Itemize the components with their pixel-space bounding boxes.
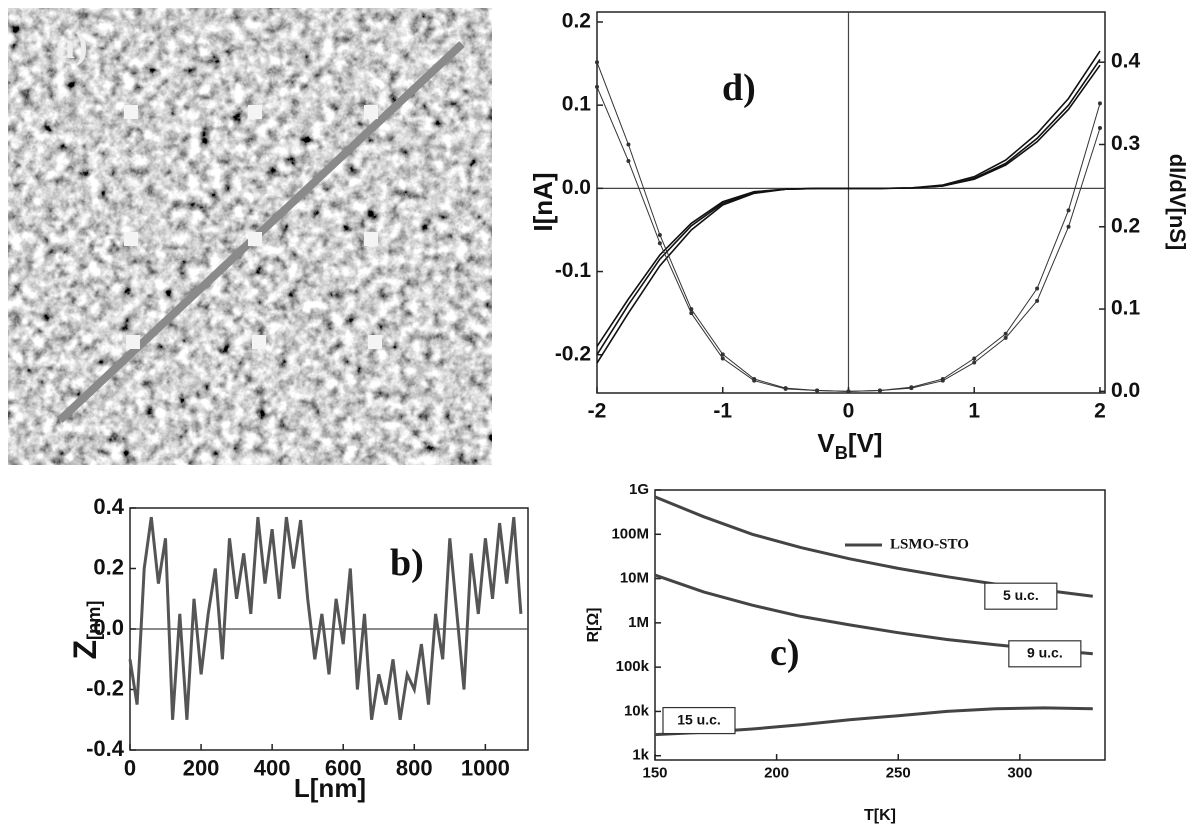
series-label: 9 u.c. — [1027, 645, 1063, 661]
point — [877, 388, 882, 393]
point — [1035, 298, 1040, 303]
x-axis-label-unit: [V] — [848, 428, 883, 458]
y-axis-label: R[Ω] — [585, 607, 602, 642]
point — [940, 377, 945, 382]
y-tick-label: 100M — [611, 525, 649, 542]
point — [626, 142, 631, 147]
x-tick-label: -2 — [588, 399, 607, 422]
point — [846, 389, 851, 394]
series-label-box — [984, 582, 1058, 610]
y-tick-label: 10M — [620, 570, 649, 587]
y2-tick-label: 0.2 — [1111, 214, 1140, 237]
point — [657, 241, 662, 246]
x-axis-label: T[K] — [864, 807, 896, 824]
x-tick-label: 2 — [1094, 399, 1106, 422]
panel-label: b) — [390, 542, 424, 584]
y-axis-label-text: I[nA] — [528, 172, 558, 231]
x-tick-label: 200 — [183, 756, 220, 781]
point — [1097, 126, 1102, 131]
x-axis-label-text: T[K] — [864, 807, 896, 824]
series-label: 15 u.c. — [677, 711, 721, 727]
y2-tick-label: 0.3 — [1111, 132, 1140, 155]
afm-image: a) — [8, 8, 492, 465]
x-tick-label: 0 — [124, 756, 136, 781]
y-tick-label: 0.4 — [93, 494, 124, 519]
y-axis-label: I[nA] — [528, 172, 558, 231]
x-axis-label-text: L[nm] — [294, 773, 366, 803]
y-axis-label-text: R[Ω] — [585, 607, 602, 642]
y-tick-label: 0.2 — [562, 10, 591, 33]
y-tick-label: 0.1 — [562, 93, 592, 116]
y-tick-label: -0.2 — [86, 675, 124, 700]
point — [972, 356, 977, 361]
point — [720, 352, 725, 357]
point — [1003, 331, 1008, 336]
x-tick-label: 200 — [764, 764, 789, 781]
y-tick-label: 1G — [629, 481, 649, 498]
markers — [124, 105, 382, 349]
x-tick-label: -1 — [713, 399, 732, 422]
y-tick-label: 0.0 — [562, 176, 591, 199]
point — [1097, 101, 1102, 106]
panel-label: d) — [722, 67, 756, 109]
series-line — [654, 495, 1093, 598]
y-tick-label: -0.2 — [555, 342, 591, 365]
point — [595, 60, 599, 65]
series-label-box — [1008, 640, 1082, 668]
point — [815, 388, 820, 393]
y-tick-label: 100k — [616, 658, 650, 675]
y-tick-label: 1M — [628, 614, 649, 631]
point — [783, 386, 788, 391]
point — [657, 233, 662, 238]
x-tick-label: 150 — [642, 764, 667, 781]
x-tick-label: 300 — [1007, 764, 1032, 781]
x-tick-label: 600 — [325, 756, 362, 781]
point — [972, 360, 977, 365]
point — [1035, 286, 1040, 291]
y-axis-label: Z[nm] — [67, 601, 104, 660]
x-tick-label: 250 — [886, 764, 911, 781]
series-label-box — [662, 706, 736, 735]
point — [720, 356, 725, 361]
point — [1066, 224, 1071, 229]
y2-tick-label: 0.4 — [1111, 50, 1141, 73]
x-tick-label: 1 — [968, 399, 980, 422]
y-axis-label-unit: [nm] — [84, 601, 104, 640]
x-axis-label: VB[V] — [817, 428, 882, 463]
y-tick-label: 0.2 — [93, 554, 124, 579]
y-tick-label: 0.0 — [93, 615, 124, 640]
point — [595, 84, 599, 89]
y-tick-label: 10k — [624, 702, 650, 719]
point — [909, 385, 914, 390]
point — [1066, 208, 1071, 213]
series-label: 5 u.c. — [1003, 587, 1039, 603]
y2-axis-label: dI/dV[nS] — [1165, 154, 1190, 251]
plot-frame — [654, 489, 1106, 761]
y-tick-label: -0.4 — [86, 736, 125, 761]
point — [752, 378, 757, 383]
point — [1003, 335, 1008, 340]
x-tick-label: 1000 — [461, 756, 510, 781]
y-axis-label-text: Z — [67, 640, 103, 660]
x-axis-label-sub: B — [835, 443, 848, 463]
x-tick-label: 0 — [843, 399, 855, 422]
y-tick-label: 1k — [632, 747, 649, 764]
series-line — [596, 64, 1101, 347]
y2-tick-label: 0.0 — [1111, 379, 1140, 402]
panel-label: c) — [770, 632, 800, 674]
series-line — [128, 516, 523, 721]
plot-frame — [596, 11, 1106, 394]
point — [626, 158, 631, 163]
x-tick-label: 800 — [396, 756, 433, 781]
panel-label: a) — [56, 25, 88, 67]
point — [689, 311, 694, 316]
x-axis-label: L[nm] — [294, 773, 366, 803]
x-tick-label: 400 — [254, 756, 291, 781]
legend-label: LSMO-STO — [890, 536, 969, 552]
y2-tick-label: 0.1 — [1111, 297, 1141, 320]
y-tick-label: -0.1 — [555, 259, 592, 282]
x-axis-label-text: V — [817, 428, 835, 458]
